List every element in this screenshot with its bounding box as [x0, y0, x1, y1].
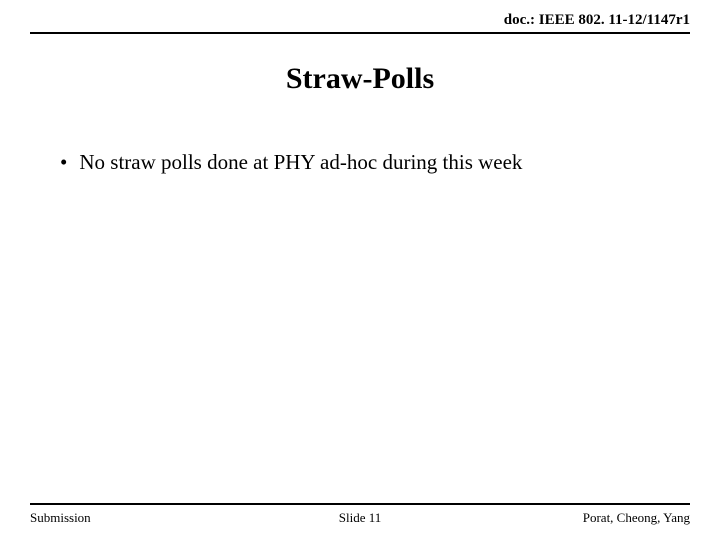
page-title: Straw-Polls [0, 62, 720, 96]
header-rule [30, 32, 690, 34]
footer-right: Porat, Cheong, Yang [583, 510, 690, 526]
bullet-list: • No straw polls done at PHY ad-hoc duri… [60, 150, 680, 175]
footer-rule [30, 503, 690, 505]
bullet-text: No straw polls done at PHY ad-hoc during… [79, 150, 522, 175]
bullet-icon: • [60, 150, 67, 175]
doc-id: doc.: IEEE 802. 11-12/1147r1 [504, 12, 690, 29]
list-item: • No straw polls done at PHY ad-hoc duri… [60, 150, 680, 175]
